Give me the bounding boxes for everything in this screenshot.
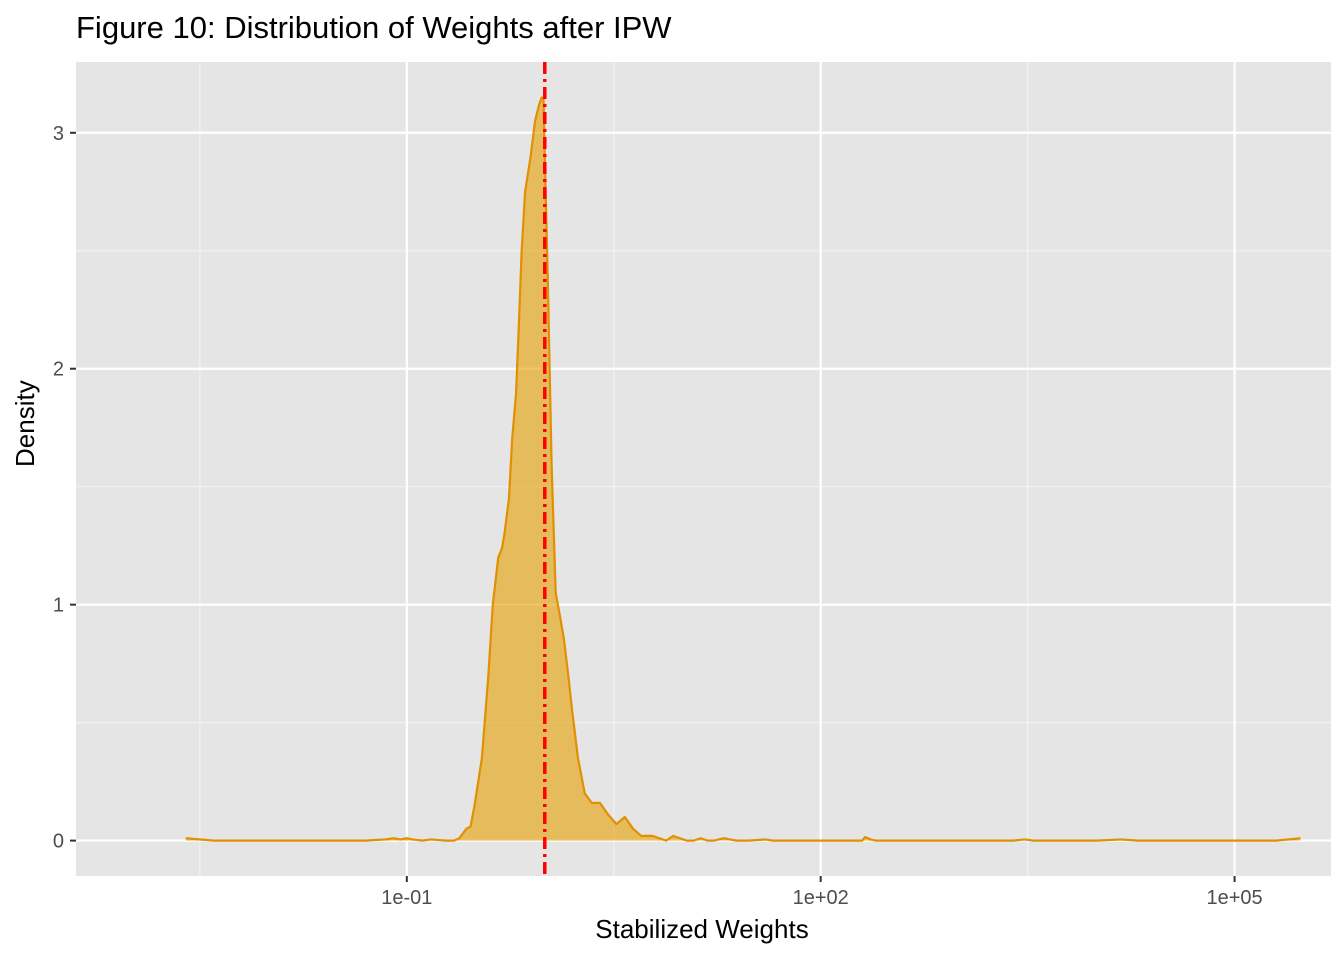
x-tick-label: 1e+02	[793, 887, 849, 909]
plot-panel	[76, 62, 1331, 876]
y-axis-label: Density	[10, 380, 40, 467]
y-tick-label: 2	[53, 359, 64, 381]
chart-title: Figure 10: Distribution of Weights after…	[76, 10, 672, 45]
x-tick-label: 1e+05	[1206, 887, 1262, 909]
x-axis: 1e-01 1e+02 1e+05	[381, 876, 1263, 909]
y-tick-label: 3	[53, 123, 64, 145]
y-tick-label: 0	[53, 831, 64, 853]
x-tick-label: 1e-01	[381, 887, 432, 909]
x-axis-label: Stabilized Weights	[595, 914, 809, 944]
density-line	[185, 96, 1301, 842]
y-axis: 0 1 2 3	[53, 123, 76, 853]
y-tick-label: 1	[53, 595, 64, 617]
minor-gridlines	[76, 62, 1331, 876]
